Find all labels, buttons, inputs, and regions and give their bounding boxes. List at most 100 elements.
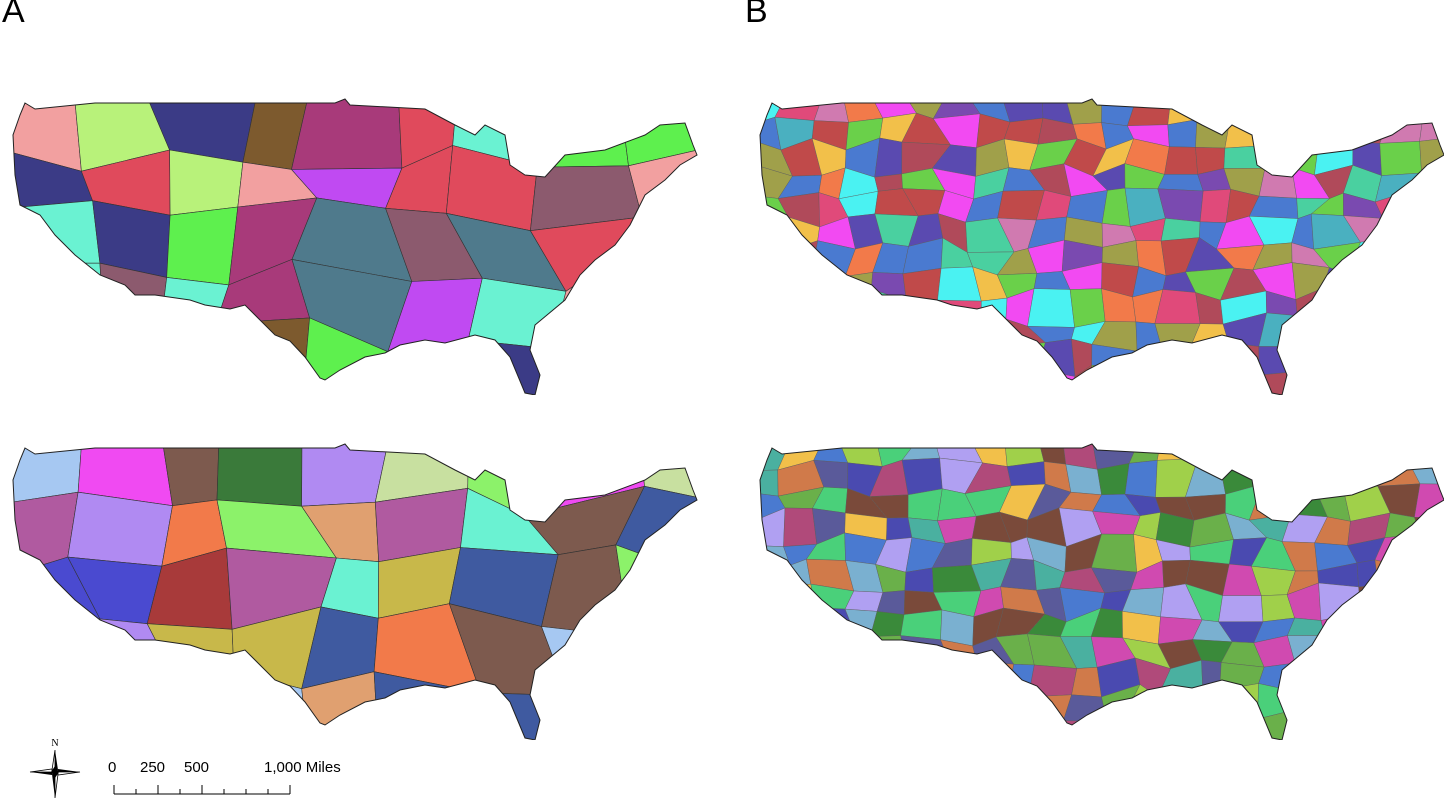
map-region [752, 616, 789, 646]
map-region [137, 672, 234, 741]
map-region [1198, 690, 1222, 717]
map-region [1343, 462, 1380, 487]
map-region [776, 367, 821, 395]
map-region [1284, 118, 1321, 147]
map-region [1070, 289, 1105, 328]
map-region [1217, 717, 1260, 740]
map-region [784, 508, 817, 547]
map-region [1318, 636, 1354, 669]
map-region [1125, 460, 1157, 497]
map-region [1071, 339, 1092, 376]
map-region [634, 685, 700, 740]
map-region [1423, 686, 1444, 721]
map-region [936, 688, 976, 712]
map-region [1348, 270, 1390, 300]
map-b-bottom [752, 440, 1444, 740]
map-region [1295, 338, 1326, 376]
map-region [1164, 364, 1189, 395]
map-region [1072, 667, 1102, 697]
map-region [814, 364, 857, 395]
map-region [302, 440, 389, 506]
map-region [1292, 139, 1318, 175]
map-region [611, 339, 700, 395]
map-region [1406, 587, 1444, 612]
map-region [468, 340, 551, 395]
a_top-svg [5, 95, 700, 395]
map-region [875, 718, 918, 740]
map-region [1387, 95, 1423, 123]
map-region [938, 300, 982, 319]
map-region [901, 610, 942, 640]
map-region [1381, 318, 1418, 348]
map-region [1200, 189, 1231, 222]
map-region [1407, 440, 1444, 467]
map-region [1312, 689, 1361, 718]
map-region [1380, 141, 1422, 175]
map-a-top [5, 95, 700, 395]
map-region [936, 662, 977, 693]
map-region [5, 611, 100, 678]
map-region [1282, 440, 1325, 470]
map-region [1407, 611, 1444, 639]
map-region [1411, 220, 1444, 246]
map-region [1283, 663, 1317, 689]
map-region [905, 568, 934, 593]
map-region [807, 685, 855, 718]
map-region [1312, 718, 1358, 740]
map-region [1284, 95, 1322, 126]
map-region [848, 364, 877, 395]
map-region [1416, 314, 1444, 346]
map-region [1378, 585, 1417, 612]
map-region [1375, 716, 1425, 740]
map-region [1220, 684, 1259, 720]
map-region [1259, 347, 1298, 376]
map-b-top [752, 95, 1444, 395]
map-region [871, 272, 906, 300]
map-region [1345, 716, 1387, 740]
map-region [904, 661, 950, 696]
map-region [752, 634, 788, 667]
map-region [1263, 470, 1296, 484]
map-region [1352, 315, 1383, 347]
map-region [1312, 669, 1361, 691]
map-region [1420, 113, 1444, 141]
map-region [1229, 370, 1262, 395]
map-region [537, 95, 628, 167]
map-region [1259, 168, 1297, 199]
map-region [1252, 95, 1288, 120]
map-region [780, 667, 814, 685]
map-region [876, 369, 917, 395]
map-region [965, 319, 1006, 348]
map-region [1028, 289, 1075, 328]
map-region [807, 292, 856, 324]
map-region [785, 634, 818, 668]
map-region [1252, 118, 1297, 146]
map-region [68, 492, 173, 566]
map-region [1295, 316, 1326, 347]
compass-north-label: N [51, 738, 58, 749]
b_top-svg [752, 95, 1444, 395]
map-region [854, 289, 871, 324]
map-region [217, 440, 302, 506]
map-region [630, 614, 700, 689]
map-region [1348, 95, 1390, 123]
map-region [468, 278, 566, 349]
map-region [1282, 711, 1326, 740]
map-region [1380, 440, 1410, 463]
map-region [1092, 712, 1127, 741]
map-region [292, 95, 402, 169]
map-region [1350, 367, 1387, 395]
map-region [875, 174, 903, 191]
map-region [752, 263, 791, 294]
map-region [965, 338, 1001, 375]
map-region [1288, 466, 1324, 489]
map-region [1188, 343, 1233, 371]
map-region [1321, 338, 1354, 376]
map-region [1225, 117, 1259, 148]
map-region [1028, 665, 1076, 697]
map-region [814, 440, 848, 463]
map-region [843, 95, 883, 122]
map-region [1168, 120, 1197, 148]
map-region [775, 241, 818, 269]
map-region [752, 717, 787, 740]
